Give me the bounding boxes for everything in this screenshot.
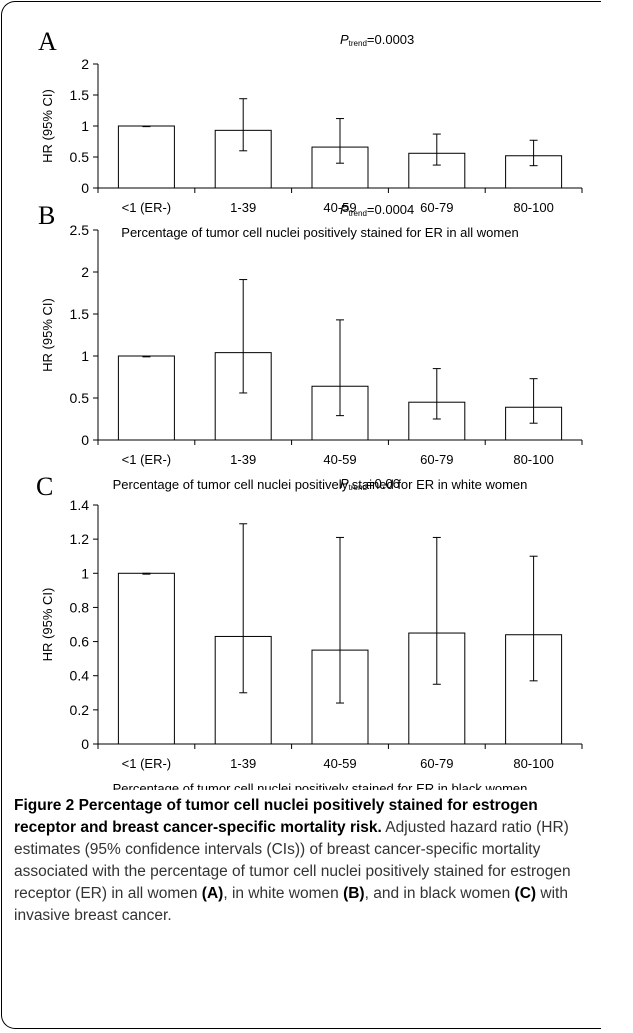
x-tick-label: 80-100 — [513, 452, 553, 467]
x-axis-label: Percentage of tumor cell nuclei positive… — [113, 477, 528, 492]
x-tick-label: 1-39 — [230, 756, 256, 771]
x-tick-label: <1 (ER-) — [122, 756, 171, 771]
x-axis-label: Percentage of tumor cell nuclei positive… — [113, 781, 528, 790]
x-tick-label: 60-79 — [420, 756, 453, 771]
caption-body-2: , in white women — [223, 885, 344, 902]
y-tick-label: 2 — [81, 264, 89, 280]
y-tick-label: 2 — [81, 56, 89, 72]
x-tick-label: 60-79 — [420, 452, 453, 467]
y-axis-label: HR (95% CI) — [40, 89, 55, 163]
y-tick-label: 0.8 — [70, 599, 90, 615]
x-tick-label: 80-100 — [513, 756, 553, 771]
caption-title: Figure 2 Percentage of tumor cell nuclei… — [14, 797, 538, 836]
x-tick-label: 40-59 — [323, 452, 356, 467]
bar — [117, 572, 175, 745]
caption-ref-b: (B) — [343, 885, 365, 902]
x-tick-label: <1 (ER-) — [122, 452, 171, 467]
x-tick-label: 1-39 — [230, 200, 256, 215]
figure-caption: Figure 2 Percentage of tumor cell nuclei… — [14, 795, 594, 927]
bar — [117, 125, 175, 189]
y-tick-label: 0 — [81, 736, 89, 752]
y-axis-label: HR (95% CI) — [40, 588, 55, 662]
y-tick-label: 0.5 — [70, 149, 90, 165]
y-tick-label: 0.6 — [70, 634, 90, 650]
y-tick-label: 0.5 — [70, 390, 90, 406]
x-tick-label: <1 (ER-) — [122, 200, 171, 215]
caption-ref-c: (C) — [514, 885, 537, 902]
y-axis-label: HR (95% CI) — [40, 298, 55, 372]
caption-ref-a: (A) — [201, 885, 224, 902]
x-tick-label: 1-39 — [230, 452, 256, 467]
caption-body-3: , and in black women — [364, 885, 515, 902]
x-tick-label: 80-100 — [513, 200, 553, 215]
panel-a: A Ptrend=0.0003 0 0.5 1 1.5 2 HR (95% CI) <1 (ER… — [38, 27, 583, 240]
y-tick-label: 1.2 — [70, 531, 90, 547]
ptrend-label: Ptrend=0.0004 — [340, 202, 414, 218]
y-tick-label: 1 — [81, 118, 89, 134]
x-tick-label: 40-59 — [323, 756, 356, 771]
y-tick-label: 2.5 — [70, 222, 90, 238]
bar — [117, 355, 175, 441]
y-tick-label: 1 — [81, 348, 89, 364]
x-axis-label: Percentage of tumor cell nuclei positive… — [121, 225, 518, 240]
y-tick-label: 0.2 — [70, 702, 90, 718]
ptrend-label: Ptrend=0.06 — [340, 476, 400, 492]
caption-body-1: Adjusted hazard ratio (HR) estimates (95… — [14, 819, 571, 902]
y-tick-label: 1.4 — [70, 497, 90, 513]
y-tick-label: 1.5 — [70, 306, 90, 322]
ptrend-label: Ptrend=0.0003 — [340, 32, 414, 48]
figure-charts: A Ptrend=0.0003 0 0.5 1 1.5 2 HR (95% CI) <1 (ER… — [36, 27, 583, 790]
panel-letter: C — [36, 472, 53, 501]
x-tick-label: 60-79 — [420, 200, 453, 215]
x-tick-label: 40-59 — [323, 200, 356, 215]
panel-letter: A — [38, 27, 57, 56]
panel-letter: B — [38, 201, 55, 230]
y-tick-label: 0.4 — [70, 668, 90, 684]
y-tick-label: 0 — [81, 432, 89, 448]
panel-c: C Ptrend=0.06 0 0.2 0.4 0.6 0.8 1 1.2 1.4 HR (95% … — [36, 472, 583, 790]
figure-border — [1, 1, 601, 1029]
y-tick-label: 1.5 — [70, 87, 90, 103]
y-tick-label: 1 — [81, 565, 89, 581]
panel-b: B Ptrend=0.0004 0 0.5 1 1.5 2 2.5 HR (95% CI) <1 … — [38, 201, 583, 492]
caption-body-4: with invasive breast cancer. — [14, 885, 568, 924]
y-tick-label: 0 — [81, 180, 89, 196]
